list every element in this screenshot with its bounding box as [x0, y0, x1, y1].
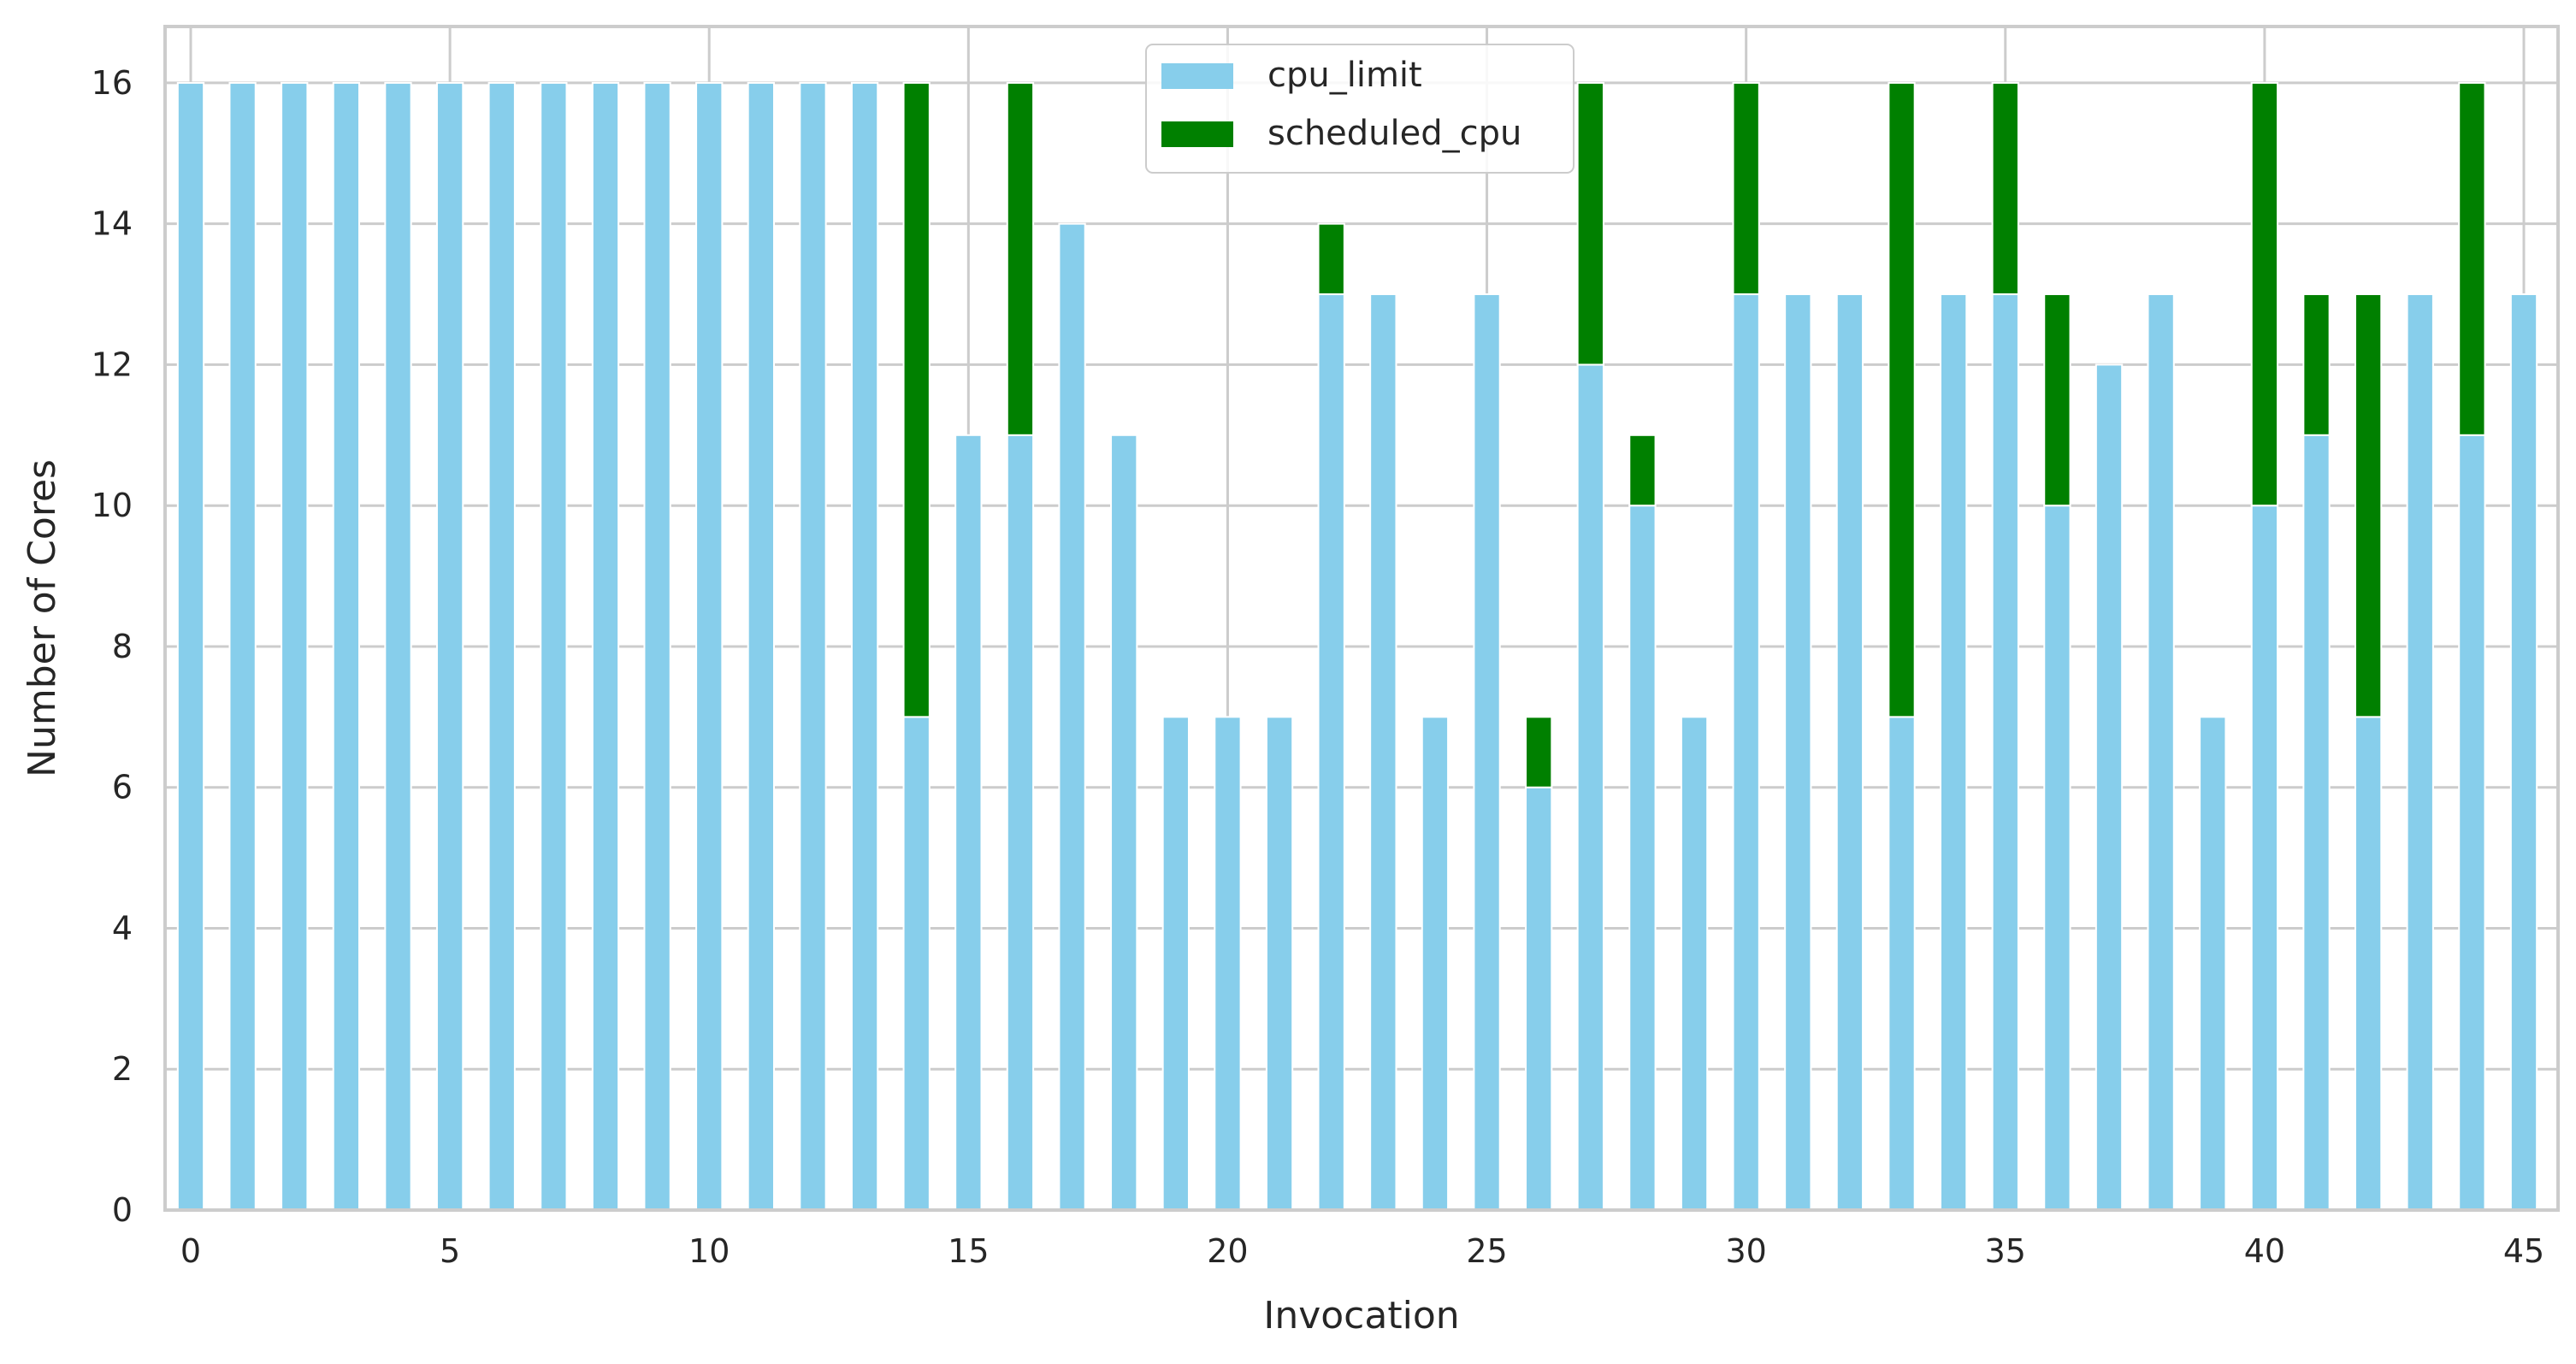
- x-tick-label: 20: [1207, 1232, 1248, 1270]
- y-tick-label: 0: [112, 1191, 133, 1229]
- bar-cpu_limit-6: [487, 81, 516, 1211]
- x-tick-label: 40: [2244, 1232, 2285, 1270]
- bar-cpu_limit-42: [2354, 716, 2383, 1211]
- x-tick-label: 25: [1466, 1232, 1507, 1270]
- bar-cpu_limit-8: [591, 81, 620, 1211]
- y-tick-label: 14: [92, 205, 133, 243]
- bar-cpu_limit-11: [747, 81, 776, 1211]
- bar-scheduled_cpu-14: [902, 81, 931, 718]
- bar-cpu_limit-19: [1161, 716, 1190, 1211]
- bar-cpu_limit-26: [1525, 786, 1553, 1211]
- bar-cpu_limit-21: [1265, 716, 1294, 1211]
- x-tick-label: 35: [1985, 1232, 2026, 1270]
- bar-cpu_limit-7: [540, 81, 568, 1211]
- bar-scheduled_cpu-33: [1888, 81, 1916, 718]
- bar-cpu_limit-45: [2509, 293, 2538, 1211]
- y-tick-label: 6: [112, 769, 133, 806]
- y-tick-label: 12: [92, 345, 133, 383]
- bar-cpu_limit-17: [1058, 222, 1086, 1212]
- bar-cpu_limit-37: [2094, 363, 2124, 1211]
- bar-cpu_limit-31: [1784, 293, 1812, 1211]
- bar-cpu_limit-14: [902, 716, 931, 1211]
- bar-cpu_limit-43: [2406, 293, 2434, 1211]
- y-tick-label: 8: [112, 628, 133, 665]
- bar-cpu_limit-1: [228, 81, 257, 1211]
- x-axis: 0 5 10 15 20 25 30 35 40 45: [180, 1232, 2544, 1270]
- bar-cpu_limit-0: [176, 81, 205, 1211]
- bar-scheduled_cpu-27: [1576, 81, 1604, 366]
- legend-box: [1145, 44, 1575, 174]
- x-tick-label: 30: [1725, 1232, 1766, 1270]
- bar-scheduled_cpu-26: [1525, 716, 1553, 788]
- x-tick-label: 15: [948, 1232, 989, 1270]
- legend-swatch-scheduled_cpu: [1161, 121, 1233, 147]
- bar-cpu_limit-23: [1369, 293, 1397, 1211]
- bar-cpu_limit-2: [281, 81, 309, 1211]
- bar-cpu_limit-24: [1421, 716, 1450, 1211]
- bar-cpu_limit-39: [2199, 716, 2227, 1211]
- bar-scheduled_cpu-28: [1628, 434, 1657, 507]
- x-tick-label: 0: [180, 1232, 201, 1270]
- bar-scheduled_cpu-42: [2354, 293, 2383, 718]
- y-tick-label: 10: [92, 487, 133, 524]
- bar-scheduled_cpu-22: [1317, 222, 1345, 296]
- bar-cpu_limit-30: [1732, 293, 1760, 1211]
- bar-cpu_limit-41: [2302, 434, 2331, 1211]
- bar-cpu_limit-38: [2147, 293, 2175, 1211]
- legend-swatch-cpu_limit: [1161, 63, 1233, 89]
- bar-scheduled_cpu-41: [2302, 293, 2331, 436]
- y-tick-label: 2: [112, 1050, 133, 1088]
- bar-cpu_limit-22: [1317, 293, 1345, 1211]
- bar-cpu_limit-18: [1110, 434, 1138, 1211]
- legend-label-cpu_limit: cpu_limit: [1267, 56, 1422, 95]
- bar-scheduled_cpu-36: [2043, 293, 2071, 507]
- x-tick-label: 5: [440, 1232, 460, 1270]
- bar-cpu_limit-4: [384, 81, 412, 1211]
- bar-scheduled_cpu-40: [2250, 81, 2279, 507]
- bar-cpu_limit-28: [1628, 505, 1657, 1211]
- bar-cpu_limit-5: [435, 81, 464, 1211]
- x-axis-label: Invocation: [1263, 1294, 1459, 1337]
- bar-scheduled_cpu-16: [1006, 81, 1035, 436]
- plot-frame: [163, 25, 2560, 1212]
- bar-cpu_limit-10: [695, 81, 724, 1211]
- bar-scheduled_cpu-44: [2458, 81, 2486, 436]
- bar-cpu_limit-3: [332, 81, 361, 1211]
- bar-cpu_limit-12: [799, 81, 827, 1211]
- bar-cpu_limit-9: [643, 81, 671, 1211]
- bar-cpu_limit-36: [2043, 505, 2071, 1211]
- y-axis-label: Number of Cores: [21, 459, 64, 777]
- bar-cpu_limit-33: [1888, 716, 1916, 1211]
- bar-scheduled_cpu-30: [1732, 81, 1760, 296]
- bar-cpu_limit-13: [850, 81, 879, 1211]
- bar-cpu_limit-44: [2458, 434, 2486, 1211]
- bar-cpu_limit-27: [1576, 363, 1604, 1211]
- legend-label-scheduled_cpu: scheduled_cpu: [1267, 114, 1521, 153]
- y-tick-label: 4: [112, 909, 133, 947]
- bar-cpu_limit-25: [1473, 293, 1501, 1211]
- legend: cpu_limit scheduled_cpu: [1145, 44, 1575, 174]
- x-tick-label: 10: [688, 1232, 730, 1270]
- y-tick-label: 16: [92, 64, 133, 102]
- bar-cpu_limit-35: [1991, 293, 2019, 1211]
- bar-scheduled_cpu-35: [1991, 81, 2019, 296]
- x-tick-label: 45: [2503, 1232, 2544, 1270]
- bar-cpu_limit-20: [1214, 716, 1242, 1211]
- bar-cpu_limit-32: [1835, 293, 1864, 1211]
- bar-cpu_limit-40: [2250, 505, 2279, 1211]
- bar-cpu_limit-29: [1680, 716, 1709, 1211]
- bar-cpu_limit-34: [1940, 293, 1968, 1211]
- bar-cpu_limit-16: [1006, 434, 1035, 1211]
- y-axis: 0 2 4 6 8 10 12 14 16: [92, 64, 133, 1229]
- bar-cpu_limit-15: [954, 434, 983, 1211]
